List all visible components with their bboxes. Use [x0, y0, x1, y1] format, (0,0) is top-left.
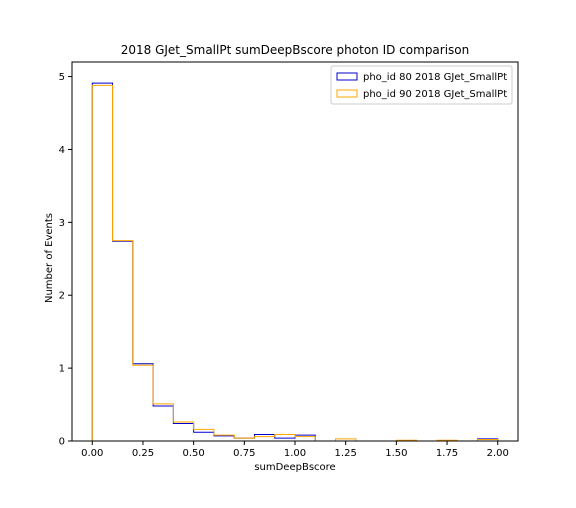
x-tick-label: 1.25 — [335, 448, 357, 459]
legend-swatch-1 — [336, 72, 358, 81]
x-tick-label: 1.50 — [385, 448, 407, 459]
y-axis-label: Number of Events — [44, 213, 55, 303]
x-tick-label: 1.00 — [284, 448, 306, 459]
legend-box — [330, 65, 513, 105]
y-tick-label: 0 — [59, 437, 65, 448]
legend-swatch-2 — [336, 89, 358, 98]
y-tick-label: 1 — [59, 364, 65, 375]
y-tick-label: 3 — [59, 218, 65, 229]
y-tick-label: 5 — [59, 72, 65, 83]
x-axis-label: sumDeepBscore — [254, 462, 335, 473]
x-tick-label: 1.75 — [436, 448, 458, 459]
plot-area: 0.00 0.25 0.50 0.75 1.00 1.25 1.50 1.75 2.00 0 1 2 3… — [59, 61, 519, 459]
legend-label-2: pho_id 90 2018 GJet_SmallPt — [363, 89, 507, 100]
chart-title: 2018 GJet_SmallPt sumDeepBscore photon I… — [121, 43, 470, 57]
y-tick-label: 4 — [59, 145, 65, 156]
y-tick-label: 2 — [59, 291, 65, 302]
x-tick-label: 0.50 — [183, 448, 205, 459]
x-tick-label: 0.25 — [132, 448, 154, 459]
x-tick-label: 0.75 — [233, 448, 255, 459]
x-tick-label: 0.00 — [81, 448, 103, 459]
legend: pho_id 80 2018 GJet_SmallPt pho_id 90 201… — [330, 65, 513, 105]
x-tick-label: 2.00 — [487, 448, 509, 459]
legend-label-1: pho_id 80 2018 GJet_SmallPt — [363, 72, 507, 83]
